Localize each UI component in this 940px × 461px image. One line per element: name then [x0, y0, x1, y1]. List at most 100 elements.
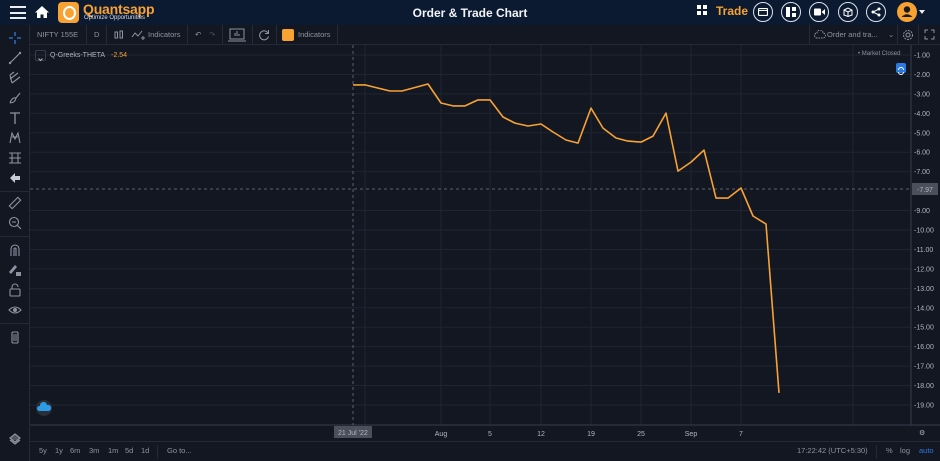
divider	[276, 25, 277, 45]
menu-icon[interactable]	[10, 6, 26, 19]
candle-style-icon[interactable]	[114, 30, 124, 40]
refresh-icon	[898, 67, 904, 75]
prediction-icon[interactable]	[7, 151, 23, 165]
arrow-left-icon[interactable]	[7, 171, 23, 185]
time-tick-label: Aug	[435, 431, 448, 438]
range-button-1d[interactable]: 1d	[141, 446, 150, 455]
price-tick-label: -3.00	[914, 91, 930, 98]
folder-button[interactable]	[753, 2, 773, 22]
eye-icon[interactable]	[7, 303, 23, 317]
divider	[918, 25, 919, 45]
indicators-icon[interactable]	[131, 30, 145, 40]
divider	[897, 25, 898, 45]
package-icon	[843, 7, 853, 17]
layout-button[interactable]	[781, 2, 801, 22]
lock-drawing-icon[interactable]	[7, 263, 23, 277]
refresh-icon[interactable]	[258, 29, 270, 41]
share-icon	[871, 7, 881, 17]
chevron-down-icon[interactable]	[919, 10, 925, 14]
theta-line	[353, 83, 780, 393]
axis-settings-icon[interactable]: ⚙	[919, 429, 925, 437]
pattern-icon[interactable]	[7, 131, 23, 145]
chevron-down-icon	[38, 57, 43, 61]
grid-lines	[30, 45, 911, 425]
crosshair-price-label: -7.97	[917, 187, 933, 194]
range-button-3m[interactable]: 3m	[89, 446, 100, 455]
goto-button[interactable]: Go to...	[167, 446, 192, 455]
range-button-1y[interactable]: 1y	[55, 446, 63, 455]
trade-button[interactable]: Trade	[716, 4, 749, 18]
indicators-button[interactable]: Indicators	[148, 30, 181, 39]
price-tick-label: -19.00	[914, 403, 934, 410]
auto-toggle[interactable]: auto	[919, 446, 934, 455]
range-button-6m[interactable]: 6m	[70, 446, 81, 455]
crosshair-icon[interactable]	[7, 31, 23, 45]
time-axis[interactable]: Aug 5 12 19 25 Sep 7	[435, 431, 743, 438]
range-button-5d[interactable]: 5d	[125, 446, 134, 455]
brush-icon[interactable]	[7, 91, 23, 105]
bottom-toolbar: 5y 1y 6m 3m 1m 5d 1d Go to... 17:22:42 (UTC+5:…	[30, 441, 940, 461]
log-toggle[interactable]: log	[900, 446, 911, 455]
share-button[interactable]	[866, 2, 886, 22]
video-button[interactable]	[809, 2, 829, 22]
settings-icon[interactable]	[902, 29, 914, 41]
trendline-icon[interactable]	[7, 51, 23, 65]
fib-icon[interactable]	[7, 71, 23, 85]
logo-icon	[58, 2, 79, 23]
order-trades-dropdown[interactable]: Order and tra...	[827, 30, 878, 39]
collapse-legend-button[interactable]	[35, 49, 46, 61]
time-tick-label: Sep	[685, 431, 698, 438]
trash-icon[interactable]	[7, 330, 23, 344]
clock: 17:22:42 (UTC+5:30)	[797, 446, 868, 455]
magnet-icon[interactable]	[7, 243, 23, 257]
chevron-down-icon[interactable]: ⌄	[888, 30, 895, 39]
user-icon	[901, 6, 913, 17]
user-avatar[interactable]	[897, 2, 917, 22]
zoom-in-icon[interactable]	[7, 216, 23, 230]
text-icon[interactable]	[7, 111, 23, 125]
divider	[0, 191, 30, 192]
layers-icon[interactable]	[7, 432, 23, 446]
series-legend: Q-Greeks-THETA -2.54	[35, 49, 127, 61]
undo-icon[interactable]: ↶	[195, 30, 202, 39]
grid-icon[interactable]	[697, 5, 707, 15]
app-header: Quantsapp Optimize Opportunities Order &…	[0, 0, 940, 25]
scroll-to-realtime-button[interactable]	[896, 63, 906, 75]
ruler-icon[interactable]	[7, 196, 23, 210]
price-tick-label: -2.00	[914, 72, 930, 79]
price-tick-label: -10.00	[914, 228, 934, 235]
chart-area[interactable]: -1.00 -2.00 -3.00 -4.00 -5.00 -6.00 -7.00 -9.00…	[30, 45, 940, 441]
price-tick-label: -13.00	[914, 286, 934, 293]
package-button[interactable]	[838, 2, 858, 22]
page-title: Order & Trade Chart	[412, 6, 528, 20]
symbol-search[interactable]: NIFTY 155E	[37, 30, 79, 39]
price-tick-label: -15.00	[914, 325, 934, 332]
price-tick-label: -12.00	[914, 266, 934, 273]
divider	[876, 445, 877, 459]
brand-name: Quantsapp	[83, 1, 155, 17]
divider	[0, 323, 30, 324]
video-icon	[813, 8, 825, 16]
time-tick-label: 5	[488, 431, 492, 438]
time-tick-label: 7	[739, 431, 743, 438]
price-tick-label: -9.00	[914, 208, 930, 215]
unlock-icon[interactable]	[7, 283, 23, 297]
market-status: • Market Closed	[858, 51, 901, 57]
home-icon[interactable]	[34, 4, 50, 20]
interval-selector[interactable]: D	[94, 30, 100, 39]
redo-icon[interactable]: ↷	[209, 30, 216, 39]
crosshair-date-badge	[334, 426, 372, 438]
q-indicators-button[interactable]: Indicators	[298, 30, 331, 39]
range-button-5y[interactable]: 5y	[39, 446, 47, 455]
divider	[252, 25, 253, 45]
percent-toggle[interactable]: %	[886, 446, 893, 455]
fullscreen-icon[interactable]	[924, 29, 935, 40]
price-axis[interactable]: -1.00 -2.00 -3.00 -4.00 -5.00 -6.00 -7.00 -9.00…	[914, 53, 934, 410]
screenshot-icon[interactable]	[228, 28, 246, 42]
crosshair-price-badge	[912, 183, 938, 195]
series-value: -2.54	[111, 51, 128, 59]
divider	[157, 445, 158, 459]
range-button-1m[interactable]: 1m	[108, 446, 119, 455]
crosshair-date-label: 21 Jul '22	[338, 430, 368, 437]
price-tick-label: -1.00	[914, 53, 930, 60]
